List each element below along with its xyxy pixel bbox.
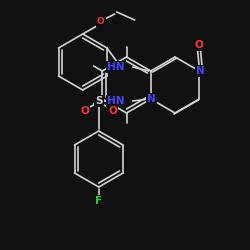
Text: S: S [95, 96, 102, 106]
Text: N: N [148, 94, 156, 104]
Text: O: O [108, 106, 117, 116]
Text: O: O [97, 18, 105, 26]
Text: O: O [80, 106, 89, 116]
Text: N: N [196, 66, 204, 76]
Text: O: O [195, 40, 203, 50]
Text: HN: HN [107, 96, 125, 106]
Text: HN: HN [107, 62, 125, 72]
Text: F: F [95, 196, 102, 206]
